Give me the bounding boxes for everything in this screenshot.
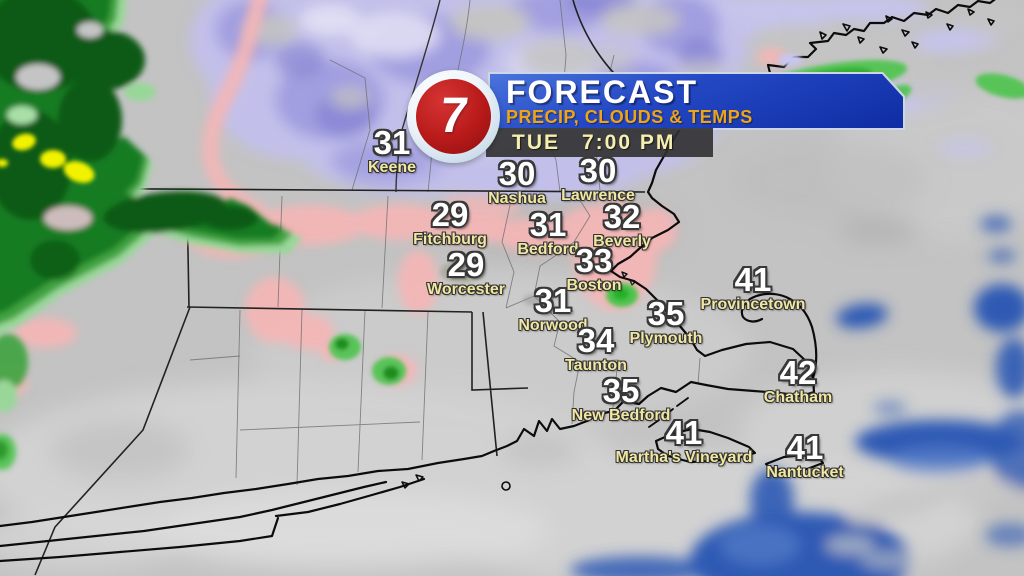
banner-subtitle: PRECIP, CLOUDS & TEMPS: [506, 107, 753, 127]
city-name: Norwood: [518, 317, 588, 334]
city-temp: 35: [602, 372, 640, 409]
city-name: Nashua: [488, 190, 546, 207]
radar-heavy-rain-yellow: [0, 133, 95, 183]
city-label-martha-s-vineyard: 41 Martha's Vineyard: [615, 414, 753, 466]
station-logo: 7: [407, 70, 500, 163]
city-name: Keene: [367, 159, 417, 176]
city-temp: 31: [373, 124, 411, 161]
city-name: Boston: [566, 277, 622, 294]
city-name: Martha's Vineyard: [615, 449, 753, 466]
city-temp: 41: [734, 261, 772, 298]
time-value: 7:00 PM: [582, 130, 676, 154]
city-name: Chatham: [763, 389, 833, 406]
city-temp: 41: [665, 414, 703, 451]
city-label-nantucket: 41 Nantucket: [766, 429, 844, 481]
city-temp: 33: [575, 242, 613, 279]
ocean-clear-layer: [570, 216, 1024, 576]
city-name: Provincetown: [700, 296, 806, 313]
city-label-plymouth: 35 Plymouth: [629, 295, 703, 347]
city-name: Taunton: [565, 357, 627, 374]
city-label-keene: 31 Keene: [367, 124, 417, 176]
city-name: Beverly: [593, 233, 651, 250]
city-temp: 31: [534, 282, 572, 319]
city-temp: 35: [647, 295, 685, 332]
city-temp: 31: [529, 206, 567, 243]
city-temp: 42: [779, 354, 817, 391]
city-label-beverly: 32 Beverly: [593, 198, 651, 250]
banner-title: FORECAST: [506, 74, 698, 110]
city-label-fitchburg: 29 Fitchburg: [413, 196, 487, 248]
forecast-banner-inner: FORECAST PRECIP, CLOUDS & TEMPS: [490, 74, 903, 128]
forecast-banner: FORECAST PRECIP, CLOUDS & TEMPS: [488, 72, 905, 130]
city-temp: 34: [577, 322, 615, 359]
city-temp: 29: [431, 196, 469, 233]
city-label-provincetown: 41 Provincetown: [700, 261, 806, 313]
city-name: Fitchburg: [413, 231, 487, 248]
city-temp: 41: [786, 429, 824, 466]
city-label-worcester: 29 Worcester: [427, 246, 505, 298]
city-temp: 29: [447, 246, 485, 283]
city-name: Bedford: [517, 241, 579, 258]
city-name: Plymouth: [629, 330, 703, 347]
city-label-bedford: 31 Bedford: [517, 206, 579, 258]
city-temp: 30: [579, 152, 617, 189]
city-label-chatham: 42 Chatham: [763, 354, 833, 406]
city-label-new-bedford: 35 New Bedford: [571, 372, 671, 424]
city-name: New Bedford: [571, 407, 671, 424]
radar-rain-layer: [0, 0, 303, 470]
time-day: TUE: [512, 130, 560, 154]
city-label-norwood: 31 Norwood: [518, 282, 588, 334]
city-temp: 32: [603, 198, 641, 235]
city-temp: 30: [498, 155, 536, 192]
city-label-lawrence: 30 Lawrence: [561, 152, 635, 204]
city-name: Lawrence: [561, 187, 635, 204]
city-label-nashua: 30 Nashua: [488, 155, 546, 207]
city-label-boston: 33 Boston: [566, 242, 622, 294]
station-logo-red-circle: 7: [416, 79, 491, 154]
time-box: TUE 7:00 PM: [486, 128, 713, 157]
city-name: Worcester: [427, 281, 505, 298]
city-name: Nantucket: [766, 464, 844, 481]
city-label-taunton: 34 Taunton: [565, 322, 627, 374]
